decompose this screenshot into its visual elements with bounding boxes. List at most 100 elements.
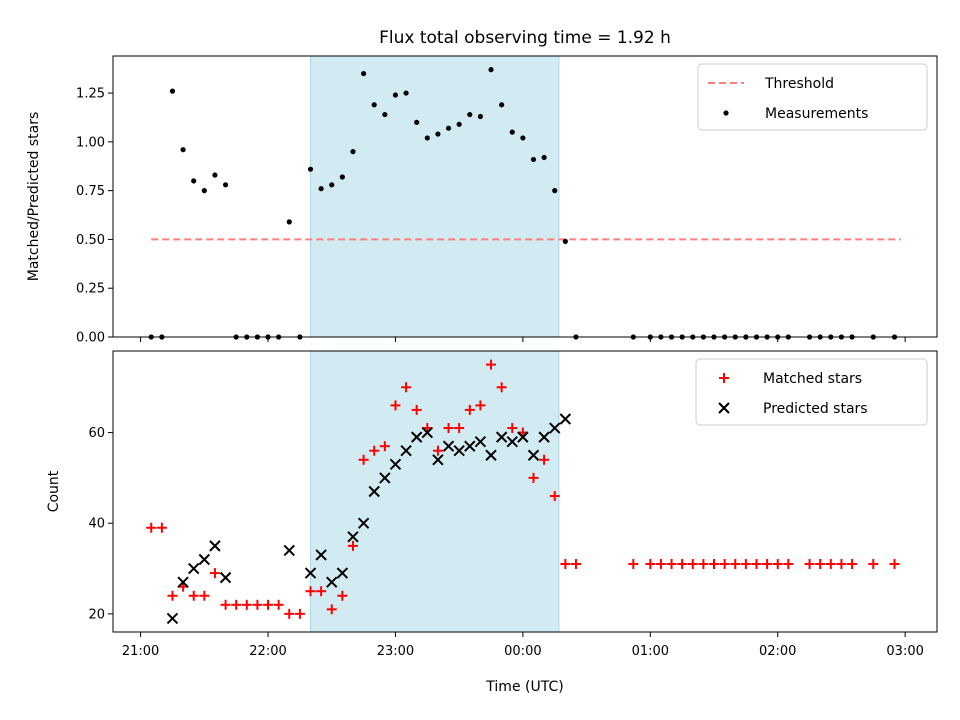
matched-stars-point bbox=[815, 559, 826, 570]
counts-layer bbox=[146, 359, 900, 625]
predicted-stars-point bbox=[432, 454, 444, 466]
matched-stars-point bbox=[220, 599, 231, 610]
predicted-stars-point bbox=[177, 576, 189, 588]
x-tick-label: 00:00 bbox=[504, 644, 541, 659]
measurements-point bbox=[562, 238, 568, 244]
chart-title: Flux total observing time = 1.92 h bbox=[379, 28, 671, 48]
y-tick-label: 1.25 bbox=[76, 87, 105, 102]
predicted-stars-point bbox=[538, 431, 550, 443]
matched-stars-point bbox=[146, 522, 157, 533]
matched-stars-point bbox=[369, 445, 380, 456]
matched-stars-point bbox=[337, 590, 348, 601]
matched-stars-point bbox=[836, 559, 847, 570]
matched-stars-point bbox=[868, 559, 879, 570]
x-tick-label: 03:00 bbox=[886, 644, 923, 659]
measurements-point bbox=[530, 156, 537, 163]
predicted-stars-point bbox=[400, 445, 412, 457]
matched-stars-point bbox=[539, 454, 550, 465]
top-y-ticks: 0.00 0.25 0.50 0.75 1.00 1.25 bbox=[76, 87, 113, 346]
predicted-stars-point bbox=[336, 567, 349, 579]
predicted-stars-point bbox=[187, 562, 200, 575]
threshold-legend-label: Threshold bbox=[764, 76, 834, 92]
predicted-stars-point bbox=[506, 435, 518, 448]
matched-stars-point bbox=[326, 604, 337, 615]
matched-stars-point bbox=[347, 540, 358, 551]
matched-stars-point bbox=[305, 586, 316, 597]
measurements-point bbox=[445, 125, 452, 131]
matched-stars-point bbox=[358, 454, 369, 465]
predicted-stars-point bbox=[389, 458, 402, 471]
measurements-point bbox=[307, 166, 314, 172]
top-axes-frame bbox=[112, 55, 938, 338]
matched-stars-point bbox=[709, 559, 720, 570]
matched-stars-point bbox=[655, 559, 666, 570]
measurements-point bbox=[509, 129, 515, 135]
matched-stars-point bbox=[486, 359, 497, 370]
top-panel: 0.00 0.25 0.50 0.75 1.00 1.25 Flux total obse… bbox=[26, 28, 938, 346]
matched-stars-point bbox=[188, 590, 199, 601]
y-tick-label: 0.00 bbox=[76, 331, 105, 346]
measurements-point bbox=[360, 70, 367, 77]
legend-box bbox=[695, 358, 928, 426]
predicted-stars-point bbox=[421, 426, 434, 439]
measurements-point bbox=[499, 102, 505, 108]
measurements-point bbox=[424, 135, 430, 141]
predicted-stars-point bbox=[464, 440, 476, 452]
measurements-point bbox=[191, 178, 197, 184]
measurements-point bbox=[350, 149, 356, 155]
measurements-point bbox=[541, 154, 547, 161]
matched-stars-point bbox=[560, 559, 571, 570]
bottom-legend: Matched stars Predicted stars bbox=[695, 358, 928, 426]
y-tick-label: 20 bbox=[88, 607, 105, 622]
matched-stars-point bbox=[263, 599, 274, 610]
matched-stars-point bbox=[730, 559, 741, 570]
matched-stars-point bbox=[294, 608, 305, 619]
measurements-point bbox=[392, 92, 399, 98]
predicted-stars-legend-label: Predicted stars bbox=[763, 401, 868, 417]
measurements-point bbox=[414, 119, 420, 125]
measurements-point bbox=[403, 90, 409, 96]
observing-span-top bbox=[310, 55, 560, 338]
matched-stars-point bbox=[804, 559, 815, 570]
matched-stars-point bbox=[390, 400, 401, 411]
bottom-y-ticks: 20 40 60 bbox=[88, 426, 113, 622]
matched-stars-point bbox=[284, 608, 295, 619]
matched-stars-point bbox=[464, 404, 475, 415]
matched-stars-point bbox=[751, 559, 762, 570]
measurements-point bbox=[371, 102, 377, 108]
predicted-stars-point bbox=[357, 517, 370, 529]
matched-stars-point bbox=[432, 445, 443, 456]
predicted-stars-point bbox=[219, 571, 232, 584]
measurements-point bbox=[212, 172, 218, 178]
predicted-stars-point bbox=[453, 445, 465, 457]
matched-stars-point bbox=[454, 423, 465, 434]
x-tick-label: 22:00 bbox=[249, 644, 286, 659]
predicted-stars-point bbox=[527, 449, 540, 461]
observing-span-bottom bbox=[310, 350, 560, 633]
predicted-stars-point bbox=[442, 440, 455, 452]
predicted-stars-legend-swatch bbox=[718, 402, 730, 414]
measurements-point bbox=[382, 111, 388, 118]
matched-stars-point bbox=[443, 423, 454, 434]
predicted-stars-point bbox=[283, 544, 295, 557]
y-tick-label: 0.25 bbox=[76, 282, 105, 297]
matched-stars-point bbox=[231, 599, 242, 610]
measurements-point bbox=[286, 219, 292, 225]
matched-stars-point bbox=[628, 559, 639, 570]
measurements-point bbox=[180, 147, 186, 153]
measurements-point bbox=[488, 67, 494, 73]
bottom-x-ticks: 21:00 22:00 23:00 00:00 01:00 02:00 03:00 bbox=[122, 632, 924, 659]
top-y-axis-label: Matched/Predicted stars bbox=[26, 112, 42, 282]
x-tick-label: 01:00 bbox=[632, 644, 669, 659]
measurements-point bbox=[318, 186, 324, 192]
measurements-point bbox=[456, 121, 462, 127]
measurements-point bbox=[467, 111, 473, 118]
matched-stars-point bbox=[241, 599, 252, 610]
measurements-point bbox=[222, 182, 229, 188]
matched-stars-point bbox=[677, 559, 688, 570]
matched-stars-point bbox=[156, 522, 167, 533]
matched-stars-point bbox=[411, 404, 422, 415]
y-tick-label: 1.00 bbox=[76, 135, 105, 150]
matched-stars-point bbox=[847, 559, 858, 570]
